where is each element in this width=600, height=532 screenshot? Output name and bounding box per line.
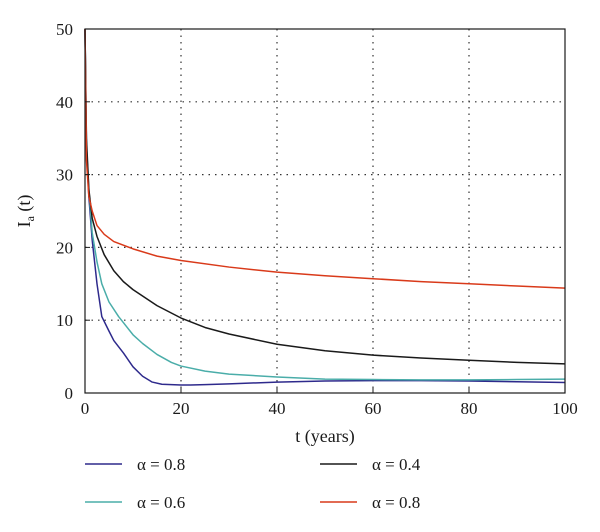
legend-label-4: α = 0.8 — [372, 493, 420, 512]
y-tick-label: 20 — [56, 238, 73, 257]
legend-label-3: α = 0.4 — [372, 455, 421, 474]
y-axis-label: Ia (t) — [14, 195, 37, 228]
legend-label-1: α = 0.8 — [137, 455, 185, 474]
plot-frame — [84, 28, 566, 394]
x-tick-label: 80 — [461, 399, 478, 418]
series-line-1 — [84, 28, 566, 386]
x-axis-ticks: 0 20 40 60 80 100 — [81, 388, 578, 418]
y-tick-label: 10 — [56, 311, 73, 330]
y-axis-label-rest: (t) — [14, 195, 35, 217]
series-line-4 — [84, 28, 566, 289]
series-lines — [84, 28, 566, 386]
x-axis-label: t (years) — [295, 426, 354, 447]
x-tick-label: 20 — [173, 399, 190, 418]
y-axis-label-sub: a — [23, 215, 37, 221]
y-tick-label: 0 — [65, 384, 74, 403]
x-tick-label: 0 — [81, 399, 90, 418]
x-tick-label: 100 — [552, 399, 578, 418]
grid-lines — [85, 29, 565, 393]
y-axis-ticks: 0 10 20 30 40 50 — [56, 20, 90, 403]
series-line-2 — [84, 28, 566, 381]
y-axis-label-main: I — [14, 221, 34, 227]
y-tick-label: 50 — [56, 20, 73, 39]
x-tick-label: 40 — [269, 399, 286, 418]
legend-label-2: α = 0.6 — [137, 493, 185, 512]
legend: α = 0.8 α = 0.6 α = 0.4 α = 0.8 — [85, 455, 421, 512]
x-tick-label: 60 — [365, 399, 382, 418]
y-tick-label: 30 — [56, 166, 73, 185]
y-tick-label: 40 — [56, 93, 73, 112]
series-line-3 — [84, 28, 566, 365]
